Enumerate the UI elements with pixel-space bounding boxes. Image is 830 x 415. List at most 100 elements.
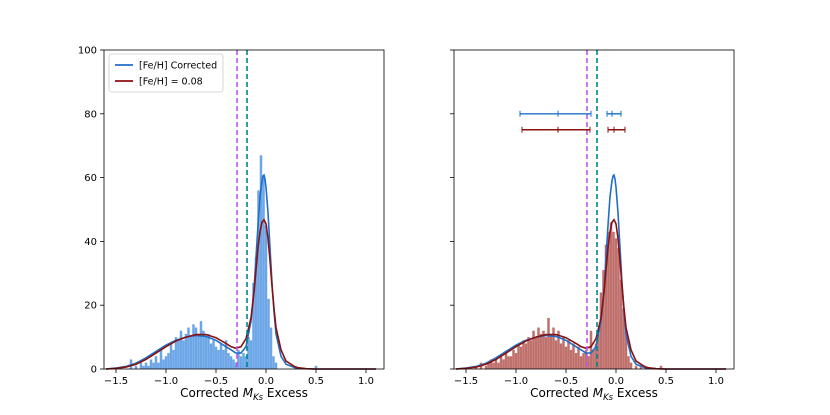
histogram-bar — [177, 340, 180, 369]
histogram-bar — [564, 346, 568, 369]
histogram-bar — [502, 359, 505, 369]
histogram-bar — [249, 340, 253, 369]
histogram-bar — [617, 247, 620, 369]
histogram-bar — [134, 365, 138, 369]
histogram-bar — [627, 356, 630, 369]
histogram-bar — [199, 321, 203, 369]
x-tick-label: −1.0 — [504, 376, 528, 387]
histogram-bar — [529, 340, 533, 369]
histogram-bar — [239, 356, 243, 369]
histogram-bar — [629, 362, 633, 369]
histogram-bar — [202, 330, 205, 369]
histogram-bar — [164, 356, 168, 369]
histogram-bar — [532, 330, 535, 369]
histogram-bar — [499, 356, 503, 369]
x-axis-label-suffix: Excess — [263, 386, 308, 400]
histogram-bar — [504, 353, 508, 369]
histogram-bar — [139, 362, 143, 369]
series-line-fixed-metallicity — [455, 218, 726, 370]
histogram-bar — [267, 298, 270, 369]
histogram-bar — [609, 222, 613, 369]
series-line-corrected — [455, 173, 726, 370]
axes-frame — [103, 49, 385, 370]
x-axis-label: Corrected MKs Excess — [180, 386, 308, 403]
x-tick-label: −0.5 — [554, 376, 578, 387]
histogram-bar — [269, 327, 273, 369]
histogram-bar — [242, 353, 245, 369]
histogram-bars — [474, 222, 663, 369]
histogram-bar — [569, 349, 573, 369]
y-tick-label: 80 — [84, 109, 97, 120]
histogram-bar — [594, 343, 598, 369]
histogram-bar — [554, 340, 558, 369]
x-tick-label: −1.0 — [154, 376, 178, 387]
histogram-bar — [527, 337, 530, 369]
histogram-bar — [189, 337, 193, 369]
histogram-bar — [272, 356, 275, 369]
histogram-bar — [542, 330, 545, 369]
histogram-bar — [227, 353, 230, 369]
error-bar — [519, 110, 592, 117]
histogram-bar — [157, 362, 160, 369]
error-bar — [606, 110, 622, 117]
y-tick-label: 60 — [84, 173, 97, 184]
histogram-bar — [544, 337, 548, 369]
histogram-bar — [274, 362, 278, 369]
histogram-bar — [147, 365, 150, 369]
histogram-bar — [519, 346, 523, 369]
error-bar — [607, 126, 626, 133]
error-bar — [521, 126, 591, 133]
histogram-bar — [182, 340, 185, 369]
histogram-bar — [219, 343, 223, 369]
series-line-corrected — [105, 173, 376, 370]
histogram-bar — [234, 362, 238, 369]
x-tick-label: 0.5 — [658, 376, 674, 387]
x-tick-label: −1.5 — [454, 376, 478, 387]
histogram-bar — [154, 356, 158, 369]
histogram-bar — [207, 333, 210, 369]
x-tick-label: −1.5 — [104, 376, 128, 387]
histogram-bar — [254, 257, 258, 369]
x-axis-label-prefix: Corrected — [530, 386, 593, 400]
histogram-bar — [579, 356, 583, 369]
histogram-bar — [194, 327, 198, 369]
histogram-bar — [209, 343, 213, 369]
histogram-bar — [259, 155, 263, 369]
x-axis-label-prefix: Corrected — [180, 386, 243, 400]
histogram-bar — [512, 349, 515, 369]
histogram-bar — [559, 343, 563, 369]
histogram-bar — [224, 340, 228, 369]
y-tick-label: 20 — [84, 301, 97, 312]
histogram-bar — [192, 324, 195, 369]
histogram-bar — [149, 359, 153, 369]
histogram-bar — [217, 349, 220, 369]
histogram-bar — [247, 337, 250, 369]
legend-box — [108, 53, 224, 93]
histogram-bar — [567, 340, 570, 369]
histogram-bar — [624, 330, 628, 369]
histogram-bar — [492, 362, 495, 369]
histogram-bar — [229, 356, 233, 369]
histogram-bar — [577, 346, 580, 369]
histogram-bar — [614, 238, 618, 369]
histogram-bar — [179, 330, 183, 369]
legend-entry: [Fe/H] Corrected — [115, 61, 217, 72]
histogram-bar — [522, 340, 525, 369]
axes-frame — [453, 49, 735, 370]
histogram-bar — [142, 365, 145, 369]
x-tick-label: 1.0 — [358, 376, 374, 387]
histogram-bar — [174, 337, 178, 369]
histogram-bar — [494, 359, 498, 369]
histogram-bar — [612, 231, 615, 369]
legend-entry: [Fe/H] = 0.08 — [115, 77, 203, 88]
histogram-bar — [257, 190, 260, 369]
histogram-bar — [509, 356, 513, 369]
histogram-bar — [619, 279, 623, 369]
histogram-bar — [547, 317, 550, 369]
histogram-bar — [152, 362, 155, 369]
x-axis-label: Corrected MKs Excess — [530, 386, 658, 403]
histogram-bar — [514, 353, 518, 369]
histogram-bar — [314, 365, 318, 369]
x-tick-label: 1.0 — [708, 376, 724, 387]
